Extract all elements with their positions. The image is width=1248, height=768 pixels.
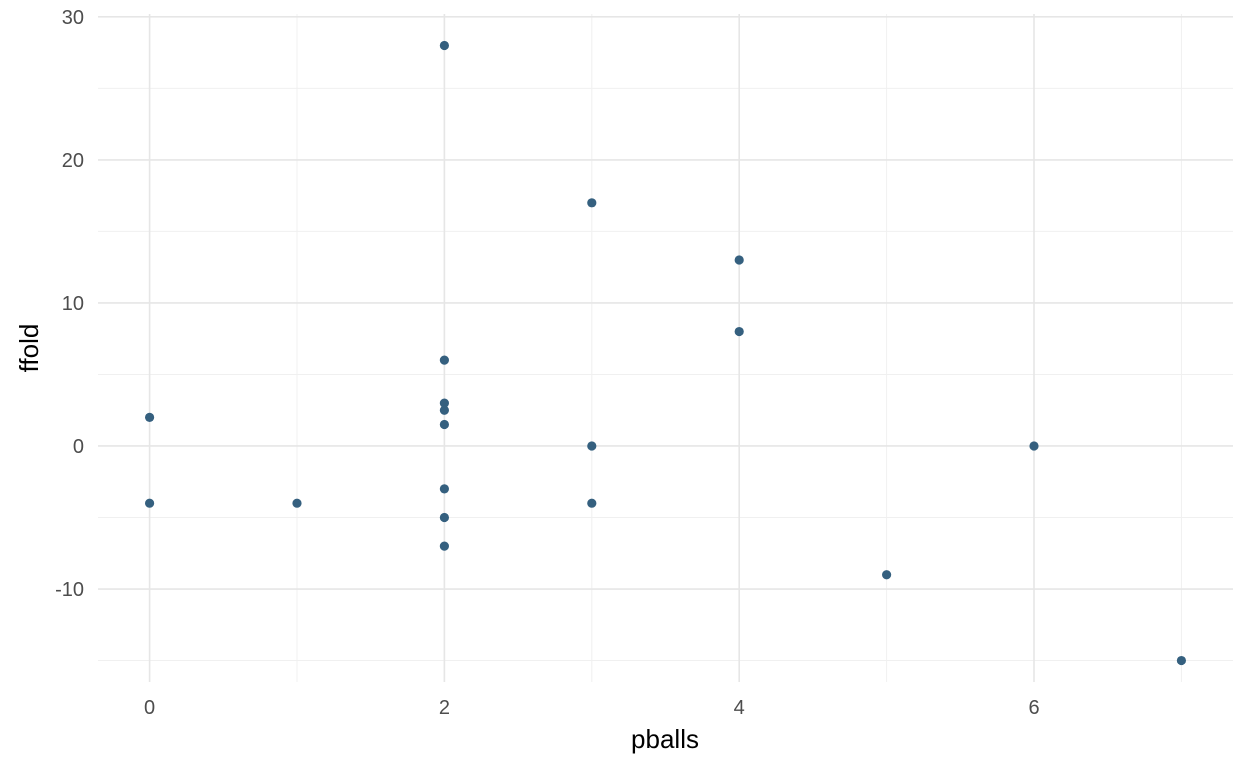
y-axis-title: ffold	[14, 324, 44, 373]
data-point	[439, 355, 449, 365]
data-point	[439, 398, 449, 408]
data-point	[144, 412, 155, 422]
y-tick-label: 0	[73, 436, 84, 458]
data-point	[439, 40, 449, 51]
data-points	[144, 40, 1187, 666]
data-point	[439, 541, 449, 551]
minor-gridlines	[98, 14, 1233, 682]
x-tick-label: 6	[1028, 697, 1039, 719]
data-point	[439, 405, 449, 415]
data-point	[144, 498, 155, 508]
x-axis-tick-labels: 0 2 4 6	[144, 697, 1040, 719]
data-point	[439, 419, 449, 430]
data-point	[734, 326, 744, 337]
data-point	[1029, 441, 1039, 451]
y-tick-label: 30	[62, 7, 84, 29]
x-axis-title: pballs	[631, 724, 699, 754]
data-point	[882, 570, 892, 580]
data-point	[587, 198, 597, 208]
y-tick-label: -10	[55, 579, 84, 601]
data-point	[292, 498, 302, 508]
data-point	[439, 512, 449, 523]
y-tick-label: 10	[62, 293, 84, 315]
data-point	[587, 498, 597, 508]
x-tick-label: 4	[734, 697, 745, 719]
x-tick-label: 2	[439, 697, 450, 719]
x-tick-label: 0	[144, 697, 155, 719]
data-point	[439, 484, 449, 494]
y-axis-tick-labels: -10 0 10 20 30	[55, 7, 84, 601]
data-point	[1176, 655, 1187, 666]
data-point	[734, 255, 744, 265]
y-tick-label: 20	[62, 150, 84, 172]
data-point	[587, 441, 597, 451]
major-gridlines	[98, 14, 1233, 682]
